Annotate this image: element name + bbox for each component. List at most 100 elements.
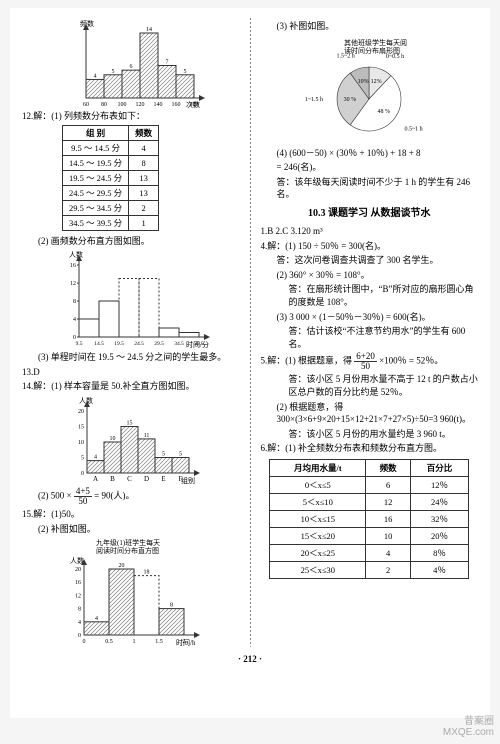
q4-1a: 答：这次问卷调查共调查了 300 名学生。 [261,254,479,267]
svg-text:80: 80 [101,102,107,108]
svg-text:九年级(1)班学生每天阅读时间分布直方图: 九年级(1)班学生每天阅读时间分布直方图 [96,538,160,555]
svg-text:5: 5 [162,451,165,457]
svg-text:1~1.5 h: 1~1.5 h [305,97,323,103]
q5-1: 5.解：(1) 根据题意，得 6+20 50 ×100％ = 52％。 [261,352,479,371]
svg-text:20: 20 [78,409,84,415]
q14-2: (2) 500 × 4+5 50 = 90(人)。 [22,487,240,506]
q4-3: (3) 3 000 × (1－50％－30％) = 600(名)。 [261,311,479,324]
svg-text:1.5~2 h: 1.5~2 h [337,53,355,59]
svg-text:34.5: 34.5 [174,341,184,347]
svg-text:5: 5 [183,69,186,75]
svg-text:0~0.5 h: 0~0.5 h [386,54,404,60]
svg-text:14: 14 [146,27,152,33]
svg-text:30 %: 30 % [344,97,357,103]
svg-text:24.5: 24.5 [134,341,144,347]
svg-text:0: 0 [81,471,84,477]
svg-text:20: 20 [75,567,81,573]
q6-table: 月均用水量/t频数百分比 0＜x≤5612％ 5＜x≤101224％ 10＜x≤… [269,459,469,579]
q14: 14.解：(1) 样本容量是 50.补全直方图如图。 [22,380,240,393]
q4-3a: 答：估计该校“不注意节约用水”的学生有 600 名。 [261,325,479,350]
svg-text:60: 60 [83,102,89,108]
watermark: 昔案圈 MXQE.com [443,716,494,738]
svg-text:12%: 12% [371,79,382,85]
svg-text:8: 8 [73,299,76,305]
svg-text:1.5: 1.5 [155,639,163,645]
svg-text:4: 4 [94,455,97,461]
svg-text:18: 18 [143,570,149,576]
svg-text:时间/h: 时间/h [176,638,196,647]
hist1: 频数 4561475 6080100120140160180 次数 [56,18,206,108]
svg-text:8: 8 [78,607,81,613]
q6-1: 6.解：(1) 补全频数分布表和频数分布直方图。 [261,442,479,455]
svg-text:0.5: 0.5 [105,639,113,645]
q5-2ans: 答：该小区 5 月份的用水量约是 3 960 t。 [261,428,479,441]
svg-text:0.5~1 h: 0.5~1 h [405,126,423,132]
svg-text:5: 5 [111,69,114,75]
svg-text:人数: 人数 [69,250,83,259]
svg-text:7: 7 [165,60,168,66]
q4-2a: 答：在扇形统计图中，“B”所对应的扇形圆心角的度数是 108°。 [261,283,479,308]
svg-text:10: 10 [78,440,84,446]
svg-text:4: 4 [78,620,81,626]
svg-text:120: 120 [135,102,144,108]
svg-text:16: 16 [70,263,76,269]
q15-ans: 答：该年级每天阅读时间不少于 1 h 的学生有 246 名。 [261,176,479,201]
line1: 1.B 2.C 3.120 m³ [261,225,479,238]
svg-text:9.5: 9.5 [75,341,82,347]
q13: 13.D [22,366,240,379]
svg-text:6: 6 [129,64,132,70]
svg-text:12: 12 [70,281,76,287]
q15-3: (3) 补图如图。 [261,20,479,33]
svg-text:16: 16 [75,580,81,586]
svg-text:E: E [161,475,165,483]
svg-text:20: 20 [118,563,124,569]
svg-text:160: 160 [171,102,180,108]
q12-intro: 12.解：(1) 列频数分布表如下： [22,110,240,123]
q15-1: 15.解：(1)50。 [22,508,240,521]
svg-text:时间/分: 时间/分 [186,340,209,349]
q15-4b: = 246(名)。 [261,161,479,174]
svg-text:48 %: 48 % [378,109,391,115]
q15-2: (2) 补图如图。 [22,523,240,536]
q4-1: 4.解：(1) 150 ÷ 50％ = 300(名)。 [261,240,479,253]
svg-text:5: 5 [179,451,182,457]
section-title: 10.3 课题学习 从数据谈节水 [261,207,479,221]
page-number: · 212 · [22,653,478,666]
svg-text:11: 11 [143,433,149,439]
svg-text:4: 4 [95,616,98,622]
svg-text:4: 4 [93,73,96,79]
pie-chart: 其他班级学生每天阅读时间分布扇形图 12%0~0.5 h48 %0.5~1 h3… [284,35,454,145]
svg-text:10: 10 [109,436,115,442]
svg-text:B: B [110,475,115,483]
svg-text:0: 0 [82,639,85,645]
q4-2: (2) 360° × 30％ = 108°。 [261,269,479,282]
svg-text:次数: 次数 [186,100,200,108]
svg-text:8: 8 [170,603,173,609]
svg-text:14.5: 14.5 [94,341,104,347]
svg-text:29.5: 29.5 [154,341,164,347]
svg-text:组别: 组别 [181,476,195,485]
q5-2: (2) 根据题意，得 300×(3×6+9×20+15×12+21×7+27×5… [261,401,479,426]
svg-text:0: 0 [78,633,81,639]
svg-text:140: 140 [153,102,162,108]
svg-text:100: 100 [117,102,126,108]
svg-text:12: 12 [75,594,81,600]
svg-text:4: 4 [73,317,76,323]
q5-1ans: 答：该小区 5 月份用水量不高于 12 t 的户数占小区总户数的百分比约是 52… [261,373,479,398]
q12-2: (2) 画频数分布直方图如图。 [22,235,240,248]
svg-text:5: 5 [81,455,84,461]
svg-text:C: C [127,475,132,483]
svg-text:19.5: 19.5 [114,341,124,347]
hist2: 人数 0481216 9.514.519.524.529.534.539.5 时… [51,249,211,349]
q12-table: 组 别频数 9.5 ～ 14.5 分4 14.5 ～ 19.5 分8 19.5 … [62,125,159,231]
hist4: 九年级(1)班学生每天阅读时间分布直方图 人数 420188 048121620… [56,537,206,647]
q15-4a: (4) (600－50) × (30％ + 10％) + 18 + 8 [261,147,479,160]
q12-3: (3) 单程时间在 19.5 ～ 24.5 分之间的学生最多。 [22,351,240,364]
svg-text:10%: 10% [358,78,369,84]
svg-text:15: 15 [126,420,132,426]
svg-text:D: D [144,475,149,483]
svg-text:A: A [93,475,98,483]
svg-text:15: 15 [78,424,84,430]
svg-text:1: 1 [132,639,135,645]
hist3: 人数 410151155 05101520 ABCDEF 组别 [61,395,201,485]
